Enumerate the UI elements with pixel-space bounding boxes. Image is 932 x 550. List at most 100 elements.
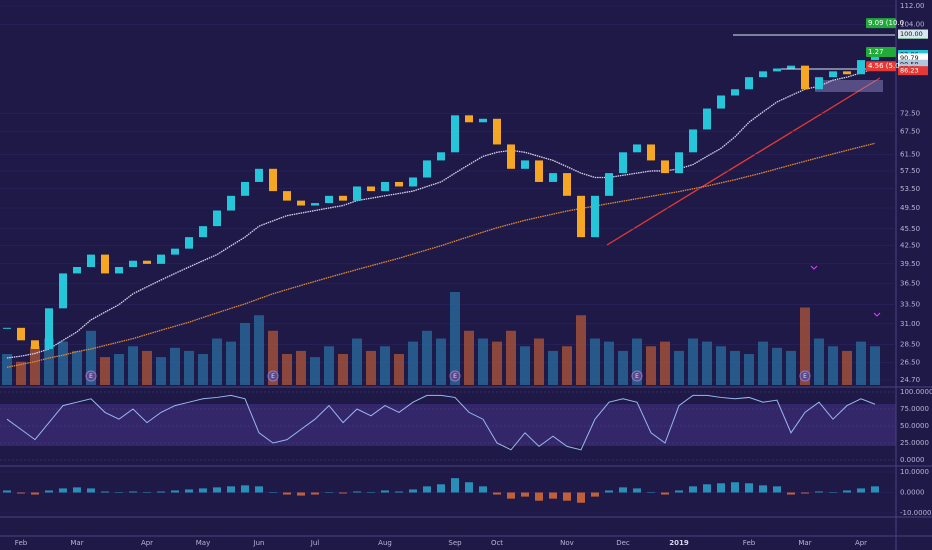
candle-body [717,95,725,109]
earnings-marker [799,370,811,382]
candle-body [409,177,417,187]
candle-body [143,260,151,264]
x-tick-label: Apr [141,539,153,547]
y-tick-label: 72.50 [900,110,920,118]
price-tag [898,29,928,39]
candle-body [801,65,809,90]
volume-bar [254,315,264,385]
volume-bar [226,341,236,385]
volume-bar [296,350,306,385]
volume-bar [534,338,544,385]
candle-body [465,115,473,123]
volume-bar [800,307,810,385]
macd-bar [269,492,277,493]
candle-body [367,186,375,192]
volume-bar [842,350,852,385]
y-tick-label: 45.50 [900,225,920,233]
price-tag-label: 86.23 [900,67,919,75]
macd-bar [255,486,263,493]
y-tick-label: 100.0000 [900,388,932,396]
candle-body [703,108,711,130]
y-tick-label: 53.50 [900,185,920,193]
volume-bar [128,346,138,385]
candle-body [689,129,697,153]
trend-line [606,77,881,246]
macd-bar [353,491,361,493]
candle-body [339,195,347,201]
candle-body [857,60,865,75]
macd-bar [675,490,683,493]
y-tick-label: 0.0000 [900,489,925,497]
macd-bar [59,488,67,493]
volume-bar [576,315,586,385]
volume-bar [674,350,684,385]
macd-bar [465,482,473,493]
macd-bar [143,492,151,493]
candle-body [87,254,95,267]
candle-body [731,89,739,96]
volume-bar [464,330,474,385]
volume-bar [170,347,180,385]
y-tick-label: 42.50 [900,242,920,250]
volume-bar [394,354,404,385]
macd-bar [115,492,123,493]
candle-body [73,266,81,274]
price-tag [898,66,928,76]
candle-body [59,273,67,309]
volume-bar [422,330,432,385]
volume-bar [744,354,754,385]
macd-bar [311,492,319,495]
moving-average [6,67,876,359]
macd-bar [185,489,193,493]
macd-bar [409,489,417,493]
macd-bar [633,488,641,493]
candle-body [647,144,655,161]
y-tick-label: 57.50 [900,167,920,175]
volume-bar [198,354,208,385]
earnings-label: E [635,373,639,380]
volume-bar [16,361,26,385]
candle-body [129,260,137,267]
macd-bar [325,492,333,493]
macd-bar [339,492,347,494]
volume-bar [772,347,782,385]
macd-bar [171,490,179,493]
candle-body [577,195,585,238]
macd-bar [661,492,669,495]
candle-body [843,71,851,75]
macd-bar [717,483,725,493]
macd-bar [227,486,235,493]
stochastic-line [6,394,876,451]
x-tick-label: Feb [743,539,756,547]
volume-bar [184,350,194,385]
macd-bar [283,492,291,495]
x-tick-label: 2019 [669,539,689,547]
candle-body [675,152,683,174]
volume-bar [436,338,446,385]
earnings-label: E [453,373,457,380]
candle-body [17,327,25,341]
candle-body [493,118,501,145]
macd-bar [3,490,11,493]
candle-body [199,226,207,238]
y-tick-label: 75.0000 [900,405,929,413]
macd-bar [731,482,739,493]
macd-bar [423,486,431,493]
candle-body [829,71,837,78]
stoch-band [0,404,896,446]
candle-body [619,152,627,174]
candle-body [3,327,11,329]
volume-bar [268,330,278,385]
price-tag [898,53,928,63]
candle-body [45,308,53,349]
annotation-label: 1.27 [868,48,884,56]
macd-bar [535,492,543,501]
macd-bar [647,492,655,493]
candle-body [171,248,179,255]
y-tick-label: 33.50 [900,301,920,309]
candle-body [227,195,235,211]
macd-bar [199,488,207,493]
moving-average [6,142,876,368]
candle-body [815,77,823,90]
